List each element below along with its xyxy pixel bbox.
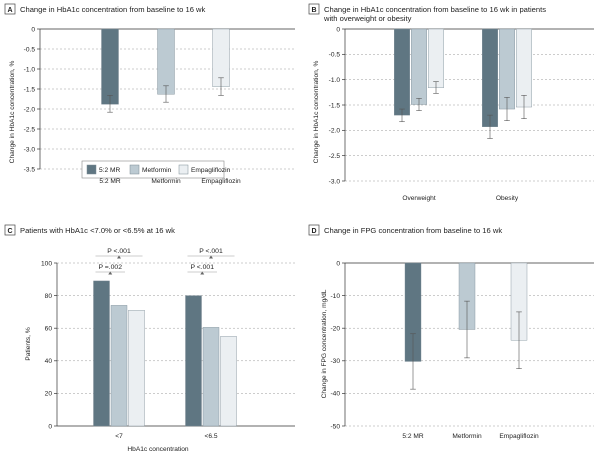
panel-c-significance-label: P <.001: [191, 264, 215, 271]
panel-d-ytick-label: -40: [330, 391, 340, 398]
panel-a-plot: 0 -0.5 -1.0 -1.5 -2.0 -2.5 -3.0 -3.5 5:2 MR Metfo…: [24, 26, 295, 185]
legend-swatch: [178, 164, 189, 175]
panel-b-badge: [308, 3, 320, 15]
panel-c-title: Patients with HbA1c <7.0% or <6.5% at 16…: [20, 226, 175, 235]
panel-a-ytick-label: 0: [31, 26, 35, 33]
panel-d-badge: [308, 224, 320, 236]
panel-d-plot: 0 -10 -20 -30 -40 -50 5:2 MR Metformin Empaglifl…: [330, 260, 594, 440]
panel-a-ytick-label: -1.0: [24, 66, 36, 73]
panel-b-ytick-label: -2.5: [329, 153, 341, 160]
panel-c-significance-marker: [117, 255, 121, 259]
panel-a-bar: [101, 28, 119, 105]
panel-d-badge-letter: D: [311, 228, 316, 235]
panel-b-bar: [499, 28, 515, 110]
panel-a-ytick-label: -3.0: [24, 146, 36, 153]
panel-c-significance-label: P <.001: [199, 248, 223, 255]
panel-b-ytick-label: -1.0: [329, 77, 341, 84]
panel-b-bar: [482, 28, 498, 127]
panel-a-ylabel: Change in HbA1c concentration, %: [9, 61, 16, 164]
panel-c-badge-letter: C: [7, 228, 12, 235]
panel-b-plot: 0 -0.5 -1.0 -1.5 -2.0 -2.5 -3.0 Overweight Obesi…: [329, 26, 594, 202]
panel-b-ytick-label: -1.5: [329, 102, 341, 109]
legend-label: Empagliflozin: [191, 167, 231, 174]
panel-a-ytick-label: -2.0: [24, 106, 36, 113]
panel-b-ytick-label: -3.0: [329, 178, 341, 185]
panel-a-xtick-label: Empagliflozin: [201, 178, 241, 185]
panel-c-bar: [93, 280, 110, 427]
panel-c-xlabel: HbA1c concentration: [127, 446, 189, 453]
panel-b-title: Change in HbA1c concentration from basel…: [323, 5, 548, 23]
panel-d-ytick-label: -50: [330, 423, 340, 430]
panel-a-badge-letter: A: [7, 7, 12, 14]
panel-d-ytick-label: -30: [330, 358, 340, 365]
panel-c-ytick-label: 80: [45, 293, 53, 300]
panel-c-ytick-label: 100: [41, 260, 52, 267]
panel-d-title: Change in FPG concentration from baselin…: [324, 226, 502, 235]
panel-c-bar: [110, 305, 128, 427]
panel-c: C Patients with HbA1c <7.0% or <6.5% at …: [4, 224, 295, 453]
panel-c-ytick-label: 20: [45, 391, 53, 398]
panel-c-significance-label: P <.001: [107, 248, 131, 255]
panel-b-ylabel: Change in HbA1c concentration, %: [313, 61, 320, 164]
panel-b: B Change in HbA1c concentration from bas…: [308, 3, 594, 202]
panel-b-bar: [411, 28, 427, 105]
panel-d-xtick-label: 5:2 MR: [402, 433, 423, 440]
panel-a-xtick-label: 5:2 MR: [99, 178, 120, 185]
panel-b-title-line-1: Change in HbA1c concentration from basel…: [324, 5, 546, 14]
panel-c-bar: [220, 336, 237, 427]
panel-d-ytick-label: 0: [336, 260, 340, 267]
legend-label: Metformin: [142, 167, 172, 174]
panel-c-xtick-label: <6.5: [204, 433, 217, 440]
panel-c-bar: [128, 310, 145, 427]
panel-c-significance-marker: [209, 255, 213, 259]
panel-a-badge: [4, 3, 16, 15]
panel-c-significance-marker: [200, 271, 205, 275]
panel-d-ytick-label: -20: [330, 326, 340, 333]
panel-b-ytick-label: 0: [336, 26, 340, 33]
panel-d-xtick-label: Empagliflozin: [499, 433, 539, 440]
panel-c-ylabel: Patients, %: [25, 327, 32, 360]
legend-swatch: [129, 164, 140, 175]
panel-c-badge: [4, 224, 16, 236]
panel-a-xtick-label: Metformin: [151, 178, 181, 185]
panel-a: A Change in HbA1c concentration from bas…: [4, 3, 295, 185]
panel-b-xtick-label: Overweight: [402, 195, 436, 202]
panel-d-xtick-label: Metformin: [452, 433, 482, 440]
panel-d-ylabel: Change in FPG concentration, mg/dL: [321, 289, 328, 398]
legend: 5:2 MR Metformin Empagliflozin: [81, 160, 231, 179]
panel-d-ytick-label: -10: [330, 293, 340, 300]
panel-c-bar: [185, 295, 202, 427]
panel-b-badge-letter: B: [311, 7, 316, 14]
panel-a-ytick-label: -0.5: [24, 46, 36, 53]
panel-b-bar: [428, 28, 444, 88]
panel-c-significance-marker: [108, 271, 113, 275]
panel-c-xtick-label: <7: [115, 433, 123, 440]
panel-b-bar: [394, 28, 410, 116]
panel-b-ytick-label: -2.0: [329, 128, 341, 135]
panel-c-bar: [202, 327, 220, 427]
panel-a-ytick-label: -1.5: [24, 86, 36, 93]
legend-box: [81, 160, 225, 179]
panel-d: D Change in FPG concentration from basel…: [308, 224, 594, 440]
legend-swatch: [86, 164, 97, 175]
panel-c-plot: 0 20 40 60 80 100 <7 <6.5 P <.001 P =.002 P <.001 P…: [41, 248, 295, 440]
panel-c-ytick-label: 40: [45, 358, 53, 365]
panel-a-title: Change in HbA1c concentration from basel…: [20, 5, 206, 14]
panel-a-bar: [157, 28, 175, 95]
panel-b-title-line-2: with overweight or obesity: [323, 14, 412, 23]
panel-a-ytick-label: -2.5: [24, 126, 36, 133]
panel-b-ytick-label: -0.5: [329, 52, 341, 59]
panel-a-ytick-label: -3.5: [24, 166, 36, 173]
panel-c-ytick-label: 0: [48, 423, 52, 430]
panel-b-xtick-label: Obesity: [496, 195, 519, 202]
legend-label: 5:2 MR: [99, 167, 120, 174]
panel-c-ytick-label: 60: [45, 326, 53, 333]
panel-c-significance-label: P =.002: [99, 264, 123, 271]
